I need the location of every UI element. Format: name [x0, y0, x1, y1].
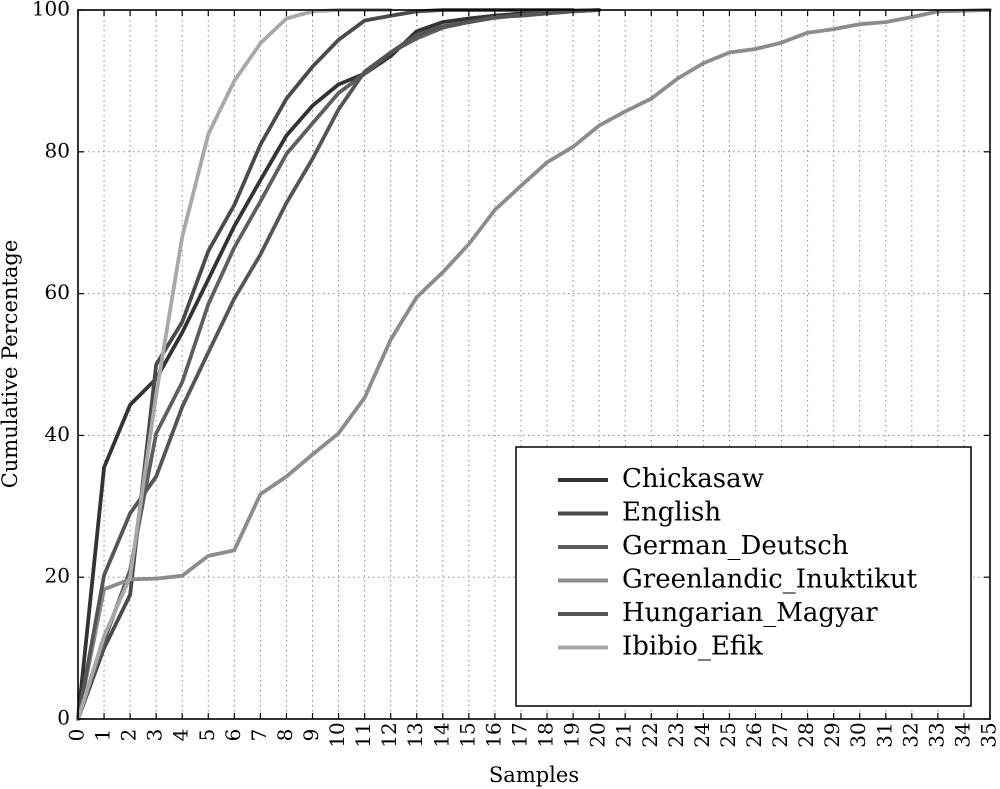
x-tick-label: 15	[455, 722, 479, 747]
legend-label-greenlandic-inuktikut: Greenlandic_Inuktikut	[622, 565, 918, 595]
y-axis-label: Cumulative Percentage	[0, 240, 22, 489]
legend-label-chickasaw: Chickasaw	[622, 464, 764, 494]
x-tick-label: 9	[299, 729, 323, 742]
series-line-greenlandic-inuktikut	[76, 8, 992, 721]
x-tick-label: 29	[820, 722, 844, 747]
x-tick-label: 17	[507, 722, 531, 747]
x-tick-label: 19	[560, 722, 584, 747]
x-tick-label: 13	[403, 722, 427, 747]
legend-label-ibibio-efik: Ibibio_Efik	[622, 632, 763, 662]
x-tick-label: 18	[534, 722, 558, 747]
y-tick-label: 100	[32, 0, 70, 21]
legend-box	[515, 446, 972, 707]
x-tick-label: 3	[143, 729, 167, 742]
legend-label-hungarian-magyar: Hungarian_Magyar	[622, 598, 878, 628]
x-tick-label: 28	[794, 722, 818, 747]
x-tick-label: 7	[247, 729, 271, 742]
x-tick-label: 12	[377, 722, 401, 747]
x-tick-label: 31	[872, 722, 896, 747]
x-tick-label: 34	[950, 722, 974, 747]
x-tick-label: 30	[846, 722, 870, 747]
x-tick-label: 5	[195, 729, 219, 742]
x-tick-label: 1	[91, 729, 115, 742]
x-tick-label: 26	[742, 722, 766, 747]
x-tick-label: 33	[924, 722, 948, 747]
y-tick-label: 80	[45, 138, 70, 162]
x-tick-label: 10	[325, 722, 349, 747]
y-tick-label: 60	[45, 280, 70, 304]
x-tick-label: 14	[429, 722, 453, 747]
legend-label-german-deutsch: German_Deutsch	[622, 531, 849, 561]
x-tick-label: 16	[481, 722, 505, 747]
legend-label-english: English	[622, 498, 721, 528]
ticks: 0 1 2 3 4 5 6 7 8 9 10 11 12 13 14 15 16 17 18 19 20 21 22 23 24…	[32, 0, 1000, 748]
x-tick-label: 0	[65, 729, 89, 742]
plot-frame	[77, 9, 991, 720]
series-line-hungarian-magyar	[76, 8, 601, 721]
x-tick-label: 25	[716, 722, 740, 747]
x-tick-label: 22	[638, 722, 662, 747]
x-tick-label: 21	[612, 722, 636, 747]
x-tick-label: 20	[586, 722, 610, 747]
x-tick-label: 4	[169, 729, 193, 742]
x-tick-label: 27	[768, 722, 792, 747]
x-tick-label: 8	[273, 729, 297, 742]
y-tick-label: 20	[45, 564, 70, 588]
x-tick-label: 6	[221, 729, 245, 742]
x-tick-label: 11	[351, 722, 375, 747]
x-tick-label: 23	[664, 722, 688, 747]
y-tick-label: 0	[57, 706, 70, 730]
y-tick-label: 40	[45, 422, 70, 446]
x-axis-label: Samples	[489, 763, 579, 787]
x-tick-label: 24	[690, 722, 714, 747]
x-tick-label: 32	[898, 722, 922, 747]
x-tick-label: 35	[977, 722, 1000, 747]
x-tick-label: 2	[117, 729, 141, 742]
